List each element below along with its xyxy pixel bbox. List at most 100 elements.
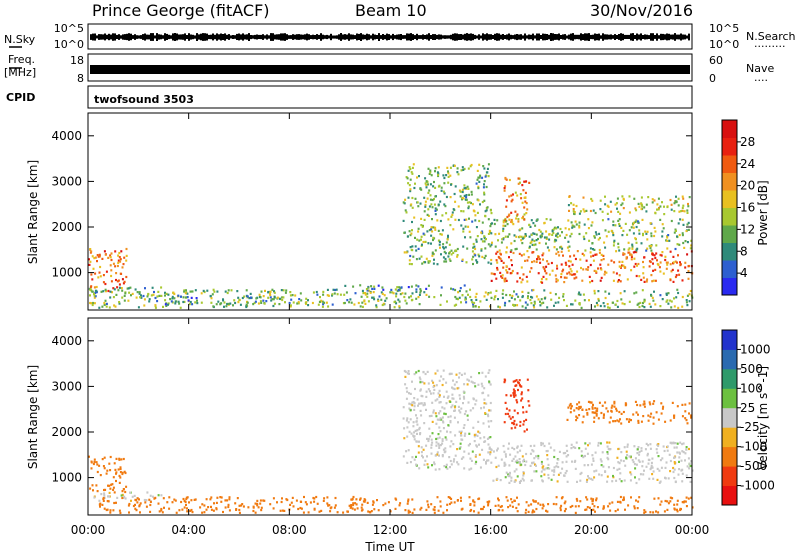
heatmap-cell <box>402 417 405 420</box>
heatmap-cell <box>490 461 493 464</box>
noise-sample <box>126 33 128 41</box>
heatmap-cell <box>450 440 453 443</box>
freq-band <box>90 65 690 74</box>
heatmap-cell <box>474 455 477 458</box>
heatmap-cell <box>420 235 423 238</box>
noise-sample <box>446 35 448 39</box>
heatmap-cell <box>529 241 532 245</box>
heatmap-cell <box>479 466 482 469</box>
heatmap-cell <box>317 303 320 306</box>
heatmap-cell <box>537 298 540 301</box>
heatmap-cell <box>669 419 672 422</box>
heatmap-cell <box>322 499 325 502</box>
heatmap-cell <box>124 497 127 500</box>
heatmap-cell <box>115 278 117 282</box>
heatmap-cell <box>489 291 492 294</box>
heatmap-cell <box>585 496 588 499</box>
heatmap-cell <box>160 294 163 297</box>
heatmap-cell <box>489 209 492 212</box>
heatmap-cell <box>604 401 607 404</box>
heatmap-cell <box>662 227 665 230</box>
heatmap-cell <box>189 509 192 512</box>
heatmap-cell <box>477 420 480 423</box>
heatmap-cell <box>127 504 130 507</box>
heatmap-cell <box>682 204 685 207</box>
heatmap-cell <box>501 509 504 512</box>
heatmap-cell <box>445 402 448 405</box>
heatmap-cell <box>193 498 196 501</box>
heatmap-cell <box>438 436 441 439</box>
heatmap-cell <box>432 508 435 511</box>
heatmap-cell <box>601 219 604 222</box>
heatmap-cell <box>297 301 300 304</box>
heatmap-cell <box>560 276 563 279</box>
heatmap-cell <box>425 395 428 398</box>
heatmap-cell <box>508 233 511 236</box>
heatmap-cell <box>653 226 656 229</box>
colorbar-segment <box>722 368 737 389</box>
heatmap-cell <box>157 494 160 497</box>
heatmap-cell <box>566 480 569 483</box>
heatmap-cell <box>579 500 582 503</box>
heatmap-cell <box>530 233 533 236</box>
heatmap-cell <box>579 406 582 409</box>
heatmap-cell <box>484 254 487 257</box>
heatmap-cell <box>506 223 509 226</box>
heatmap-cell <box>419 202 422 205</box>
heatmap-cell <box>603 305 606 308</box>
heatmap-cell <box>255 297 258 300</box>
heatmap-cell <box>507 506 510 509</box>
heatmap-cell <box>220 496 223 499</box>
noise-sample <box>240 34 242 40</box>
heatmap-cell <box>398 305 401 308</box>
heatmap-cell <box>370 285 373 288</box>
heatmap-cell <box>411 172 414 175</box>
heatmap-cell <box>634 237 637 240</box>
heatmap-cell <box>443 407 446 410</box>
heatmap-cell <box>635 481 638 485</box>
heatmap-cell <box>478 372 481 375</box>
heatmap-cell <box>535 455 537 458</box>
heatmap-cell <box>570 232 573 235</box>
heatmap-cell <box>430 414 433 417</box>
heatmap-cell <box>235 508 238 511</box>
heatmap-cell <box>265 300 268 303</box>
heatmap-cell <box>117 468 120 471</box>
heatmap-cell <box>272 507 275 510</box>
heatmap-cell <box>645 210 648 213</box>
heatmap-cell <box>669 459 672 463</box>
heatmap-cell <box>517 382 520 385</box>
heatmap-cell <box>687 228 690 231</box>
heatmap-cell <box>684 452 687 455</box>
heatmap-cell <box>416 238 419 241</box>
heatmap-cell <box>432 385 435 388</box>
heatmap-cell <box>519 479 522 482</box>
heatmap-cell <box>581 421 584 424</box>
heatmap-cell <box>546 449 549 453</box>
heatmap-cell <box>454 200 457 203</box>
noise-sample <box>406 33 408 41</box>
heatmap-cell <box>626 233 629 236</box>
heatmap-cell <box>112 287 115 290</box>
heatmap-cell <box>420 224 423 227</box>
heatmap-cell <box>407 421 410 424</box>
heatmap-cell <box>607 205 610 208</box>
heatmap-cell <box>670 203 673 206</box>
heatmap-cell <box>584 249 587 252</box>
heatmap-cell <box>449 496 451 499</box>
heatmap-cell <box>539 503 542 506</box>
noise-sample <box>486 33 488 41</box>
heatmap-cell <box>667 234 670 237</box>
heatmap-cell <box>408 510 411 513</box>
noise-sample <box>164 33 166 41</box>
heatmap-cell <box>520 391 523 394</box>
heatmap-cell <box>513 470 516 473</box>
heatmap-cell <box>88 258 90 261</box>
heatmap-cell <box>259 300 262 303</box>
heatmap-cell <box>506 215 509 219</box>
heatmap-cell <box>445 260 448 263</box>
heatmap-cell <box>318 300 321 303</box>
heatmap-cell <box>685 419 688 422</box>
heatmap-cell <box>102 274 105 277</box>
